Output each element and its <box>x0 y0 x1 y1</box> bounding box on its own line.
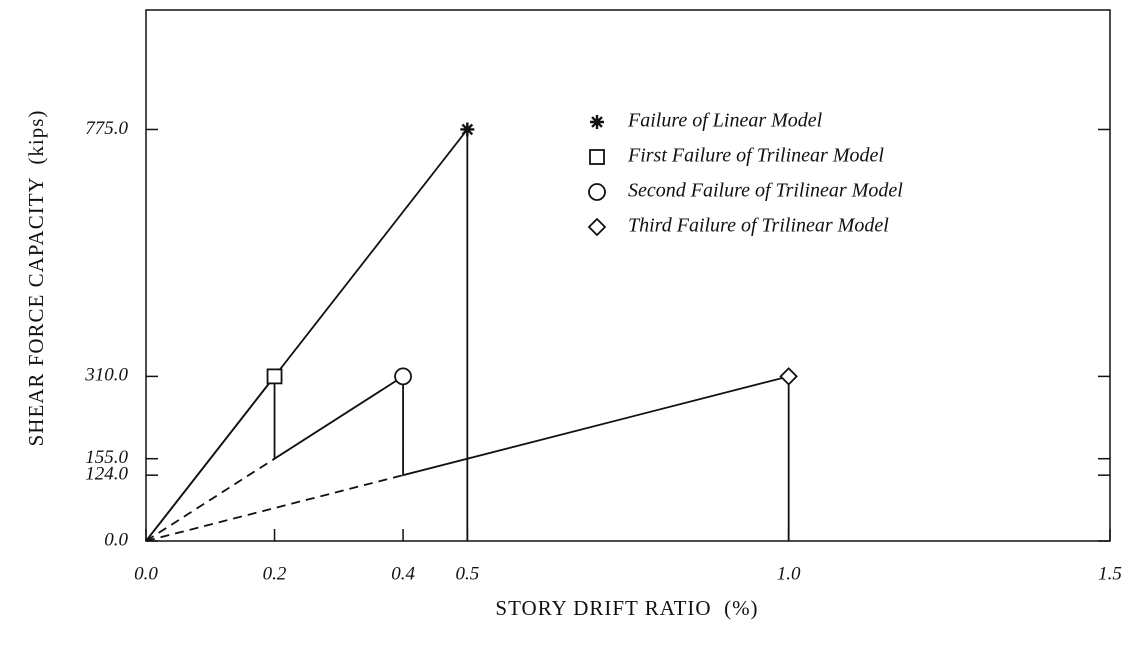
x-tick-label: 0.4 <box>391 563 415 584</box>
data-point <box>460 122 475 137</box>
legend-marker <box>587 217 607 237</box>
x-tick-label: 1.5 <box>1098 563 1122 584</box>
legend-label: First Failure of Trilinear Model <box>627 145 884 167</box>
x-tick-label: 0.5 <box>455 563 479 584</box>
y-axis-label: SHEAR FORCE CAPACITY (kips) <box>24 110 48 447</box>
line <box>145 457 276 542</box>
y-tick-label: 310.0 <box>84 365 128 386</box>
data-point <box>394 367 412 386</box>
y-tick-label: 155.0 <box>85 447 128 468</box>
legend-marker <box>590 115 604 129</box>
legend-label: Second Failure of Trilinear Model <box>628 180 903 202</box>
legend-label: Failure of Linear Model <box>627 110 823 132</box>
x-axis-label: STORY DRIFT RATIO (%) <box>495 596 758 620</box>
x-tick-label: 1.0 <box>777 563 801 584</box>
plot-frame <box>145 9 1111 542</box>
data-point <box>779 367 798 386</box>
legend-marker <box>589 149 605 165</box>
y-tick-label: 775.0 <box>85 118 128 139</box>
x-tick-label: 0.0 <box>134 563 158 584</box>
legend-marker <box>588 183 606 201</box>
y-tick-label: 0.0 <box>104 529 128 550</box>
x-tick-label: 0.2 <box>263 563 287 584</box>
data-point <box>266 368 283 385</box>
y-tick-label: 124.0 <box>85 464 128 485</box>
legend-label: Third Failure of Trilinear Model <box>628 215 889 237</box>
